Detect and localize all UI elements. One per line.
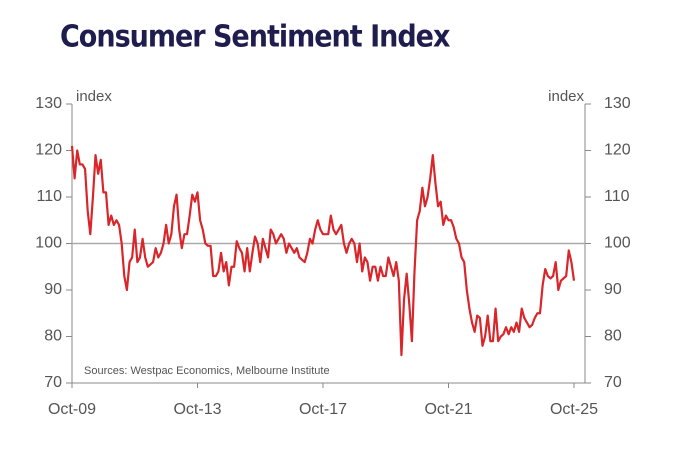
y-tick-label: 120 — [35, 142, 62, 159]
y-tick-label: 90 — [44, 281, 62, 298]
y-tick-label: 80 — [44, 328, 62, 345]
x-tick-label: Oct-17 — [299, 401, 347, 418]
y-tick-label: 100 — [35, 235, 62, 252]
y-tick-label: 110 — [36, 188, 62, 205]
y2-tick-label: 130 — [604, 95, 631, 112]
chart-title: Consumer Sentiment Index — [60, 20, 450, 55]
x-tick-label: Oct-21 — [424, 401, 472, 418]
y2-tick-label: 100 — [604, 235, 631, 252]
x-tick-label: Oct-25 — [550, 401, 598, 418]
x-tick-label: Oct-09 — [48, 401, 96, 418]
y2-tick-label: 80 — [604, 328, 622, 345]
y2-axis-label: index — [548, 88, 584, 105]
x-tick-label: Oct-13 — [173, 401, 221, 418]
source-note: Sources: Westpac Economics, Melbourne In… — [84, 365, 330, 377]
y2-tick-label: 90 — [604, 281, 622, 298]
y2-tick-label: 120 — [604, 142, 631, 159]
data-line — [70, 145, 576, 357]
y-axis-label: index — [76, 88, 112, 105]
y2-tick-label: 110 — [604, 188, 630, 205]
y2-tick-label: 70 — [604, 374, 622, 391]
y-tick-label: 70 — [44, 374, 62, 391]
y-tick-label: 130 — [35, 95, 62, 112]
